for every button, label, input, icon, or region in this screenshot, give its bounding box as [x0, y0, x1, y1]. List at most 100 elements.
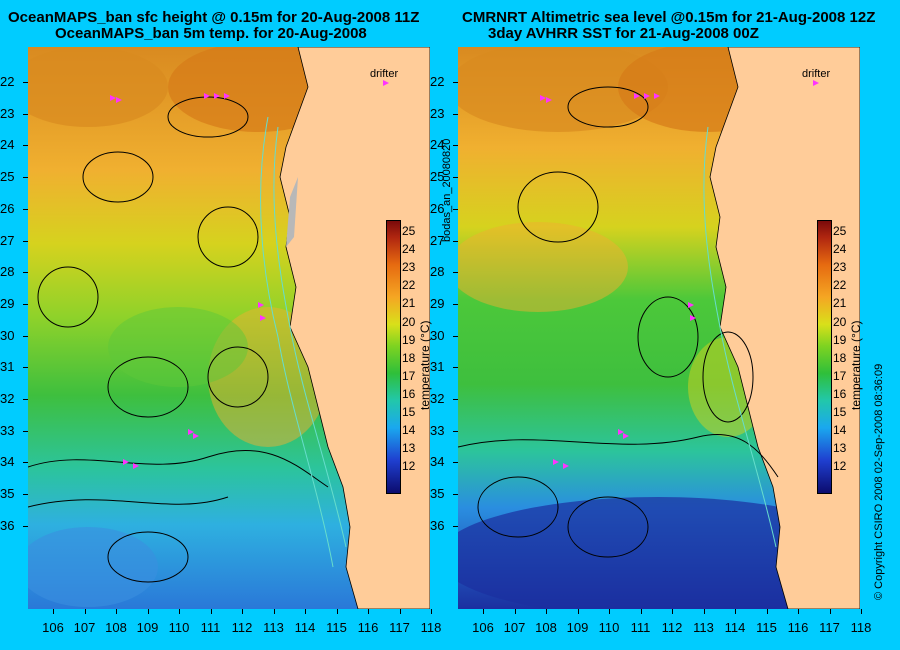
right-title-line1: CMRNRT Altimetric sea level @0.15m for 2…: [462, 9, 876, 26]
left-drifter-markers: [110, 80, 389, 469]
x-tick-mark: [431, 609, 432, 614]
x-tick-label-112: 112: [661, 620, 683, 635]
colorbar-label-20: 20: [402, 314, 416, 329]
y-tick-label-36: 36: [0, 517, 15, 533]
colorbar-label-24: 24: [833, 242, 847, 257]
right-colorbar: [817, 220, 832, 494]
colorbar-label-17: 17: [402, 368, 416, 383]
x-tick-mark: [242, 609, 243, 614]
y-tick-label-30: 30: [0, 327, 15, 343]
colorbar-label-12: 12: [402, 459, 416, 474]
x-tick-label-110: 110: [598, 620, 620, 635]
x-tick-mark: [640, 609, 642, 614]
x-tick-label-111: 111: [630, 620, 651, 635]
y-tick-mark: [453, 145, 458, 147]
y-tick-label-22: 22: [0, 74, 15, 89]
right-map-graphic: [458, 47, 860, 609]
x-tick-mark: [116, 609, 117, 614]
x-tick-label-117: 117: [389, 620, 410, 635]
left-drifter-label: drifter: [370, 68, 399, 80]
y-tick-label-27: 27: [0, 232, 15, 248]
x-tick-label-115: 115: [326, 620, 347, 635]
y-tick-mark: [453, 430, 458, 432]
x-tick-mark: [829, 609, 831, 614]
x-tick-label-111: 111: [200, 620, 221, 635]
y-tick-label-32: 32: [0, 391, 15, 406]
x-tick-label-106: 106: [472, 620, 494, 635]
right-drifter-markers: [540, 80, 819, 469]
left-colorbar: [386, 220, 401, 494]
y-tick-label-23: 23: [0, 105, 15, 121]
y-tick-mark: [453, 82, 458, 83]
colorbar-label-17: 17: [833, 368, 847, 383]
y-tick-mark: [23, 367, 28, 369]
y-tick-label-25: 25: [430, 169, 445, 185]
colorbar-label-22: 22: [833, 278, 847, 293]
right-map-panel: [458, 47, 860, 609]
colorbar-label-18: 18: [402, 350, 416, 365]
x-tick-mark: [273, 609, 275, 614]
y-tick-mark: [23, 462, 28, 464]
x-tick-mark: [368, 609, 369, 614]
colorbar-label-23: 23: [833, 260, 847, 275]
x-tick-mark: [210, 609, 212, 614]
y-tick-label-31: 31: [0, 359, 15, 375]
y-tick-label-23: 23: [430, 105, 445, 121]
colorbar-label-19: 19: [402, 332, 416, 347]
x-tick-label-117: 117: [819, 620, 840, 635]
y-tick-mark: [23, 399, 28, 400]
copyright-label: © Copyright CSIRO 2008 02-Sep-2008 08:36…: [873, 363, 885, 600]
y-tick-label-29: 29: [430, 295, 445, 311]
colorbar-label-16: 16: [402, 386, 416, 401]
y-tick-label-29: 29: [0, 295, 15, 311]
colorbar-label-20: 20: [833, 314, 847, 329]
x-tick-label-114: 114: [724, 620, 746, 635]
y-tick-mark: [23, 113, 28, 115]
x-tick-label-110: 110: [168, 620, 190, 635]
y-tick-mark: [453, 494, 458, 496]
y-tick-mark: [453, 240, 458, 242]
colorbar-label-25: 25: [402, 224, 416, 238]
y-tick-mark: [23, 145, 28, 147]
colorbar-label-21: 21: [833, 296, 847, 311]
y-tick-label-35: 35: [430, 486, 445, 502]
x-tick-label-107: 107: [73, 620, 96, 635]
x-tick-label-114: 114: [294, 620, 316, 635]
y-tick-mark: [23, 494, 28, 496]
x-tick-mark: [672, 609, 673, 614]
y-tick-label-28: 28: [430, 264, 445, 280]
x-tick-label-112: 112: [231, 620, 253, 635]
x-tick-mark: [514, 609, 516, 614]
colorbar-label-15: 15: [402, 405, 416, 419]
x-tick-mark: [577, 609, 579, 614]
x-tick-mark: [179, 609, 180, 614]
x-tick-mark: [336, 609, 338, 614]
x-tick-label-109: 109: [136, 620, 159, 635]
colorbar-label-22: 22: [402, 278, 416, 293]
x-tick-label-116: 116: [357, 620, 379, 635]
y-tick-label-35: 35: [0, 486, 15, 502]
colorbar-label-25: 25: [833, 224, 847, 238]
left-title-line1: OceanMAPS_ban sfc height @ 0.15m for 20-…: [8, 9, 420, 26]
x-tick-label-106: 106: [42, 620, 64, 635]
left-title-line2: OceanMAPS_ban 5m temp. for 20-Aug-2008: [55, 25, 367, 42]
x-tick-mark: [53, 609, 54, 614]
y-tick-label-31: 31: [430, 359, 445, 375]
x-tick-mark: [546, 609, 547, 614]
y-tick-mark: [453, 113, 458, 115]
y-tick-label-26: 26: [0, 200, 15, 216]
y-tick-mark: [453, 399, 458, 400]
x-tick-mark: [703, 609, 705, 614]
x-tick-mark: [766, 609, 768, 614]
y-tick-label-28: 28: [0, 264, 15, 280]
colorbar-label-19: 19: [833, 332, 847, 347]
y-tick-mark: [453, 272, 458, 274]
y-tick-mark: [23, 208, 28, 210]
x-tick-label-113: 113: [263, 620, 284, 635]
x-tick-mark: [735, 609, 736, 614]
y-tick-label-25: 25: [0, 169, 15, 185]
y-tick-mark: [453, 303, 458, 305]
y-tick-label-36: 36: [430, 517, 445, 533]
y-tick-mark: [453, 335, 458, 337]
colorbar-label-23: 23: [402, 260, 416, 275]
